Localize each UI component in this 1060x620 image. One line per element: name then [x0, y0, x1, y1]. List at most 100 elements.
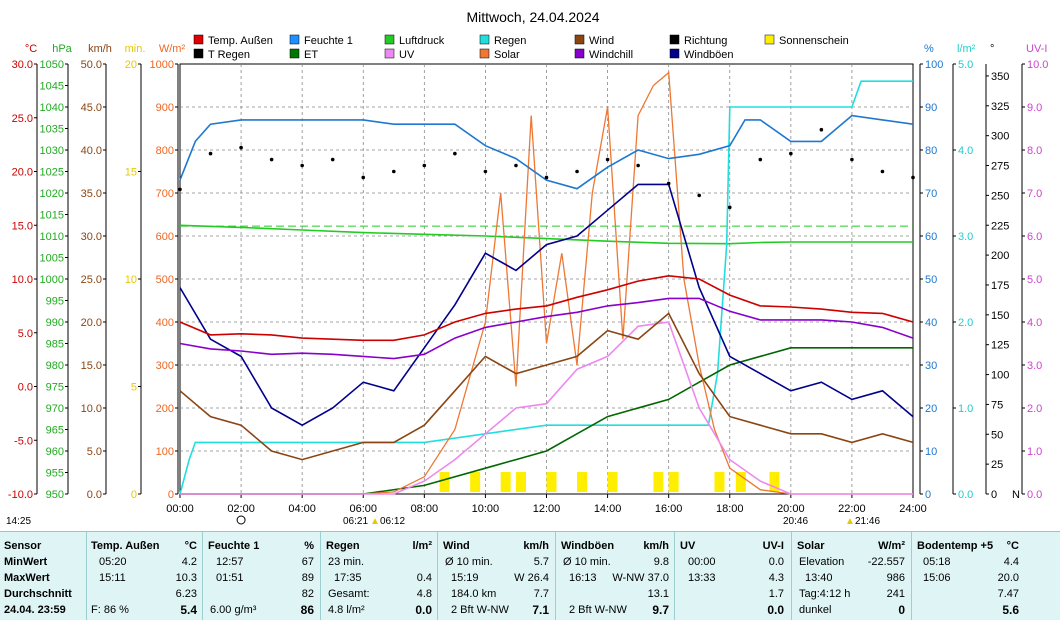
axis-tick-label: 50.0: [81, 59, 102, 71]
legend-label: Sonnenschein: [779, 35, 849, 47]
axis-tick-label: 990: [46, 317, 64, 329]
regen-max: 0.4: [416, 572, 432, 584]
axis-tick-label: 350: [991, 71, 1009, 83]
axis-tick-label: 1010: [40, 231, 64, 243]
legend-label: ET: [304, 49, 318, 61]
axis-tick-label: 325: [991, 101, 1009, 113]
legend-swatch: [574, 48, 585, 59]
series-solar: [180, 71, 913, 495]
axis-tick-label: 40: [925, 317, 937, 329]
stats-solar: Solar W/m² Elevation -22.557 13:40 986 T…: [797, 536, 905, 620]
legend-label: Luftdruck: [399, 35, 445, 47]
sunset2-time: 21:46: [855, 516, 880, 527]
axis-tick-label: 15.0: [12, 220, 33, 232]
axis-tick-label: 7.0: [1027, 188, 1042, 200]
point-richtung: [605, 157, 610, 162]
legend-label: Regen: [494, 35, 526, 47]
axis-tick-label: 0.0: [958, 489, 973, 501]
axis-unit: °: [990, 43, 994, 55]
temp-max: 10.3: [175, 572, 197, 584]
legend-swatch: [384, 48, 395, 59]
axis-unit: °C: [25, 43, 37, 55]
regen-max-time: 17:35: [334, 572, 362, 584]
axis-tick-label: 125: [991, 340, 1009, 352]
axis-tick-label: 0: [131, 489, 137, 501]
temp-min: 4.2: [181, 556, 197, 568]
axis-tick-label: 50: [991, 429, 1003, 441]
x-tick-label: 04:00: [288, 503, 316, 515]
wind-distance: 184.0 km: [451, 588, 497, 600]
bar-sonnenschein: [653, 472, 664, 492]
wind-current: 7.1: [532, 603, 549, 617]
regen-total-label: Gesamt:: [328, 588, 370, 600]
axis-tick-label: 10: [125, 274, 137, 286]
legend-swatch: [193, 48, 204, 59]
stats-boeen: Windböen km/h Ø 10 min. 9.8 16:13 W-NW 3…: [561, 536, 669, 620]
series-temp-au-en: [179, 274, 914, 342]
axis-tick-label: 985: [46, 339, 64, 351]
axis-tick-label: 0.0: [87, 489, 102, 501]
moon-icon: [236, 515, 246, 525]
axis-tick-label: 175: [991, 280, 1009, 292]
legend-swatch: [669, 48, 680, 59]
stats-boden-unit: °C: [1006, 540, 1019, 552]
axis-tick-label: 25.0: [12, 113, 33, 125]
x-tick-label: 22:00: [838, 503, 866, 515]
feuchte-avg: 82: [301, 588, 314, 600]
legend-label: Windböen: [684, 49, 734, 61]
series-windb-en: [179, 183, 914, 427]
stats-row-current: 24.04. 23:59: [4, 604, 66, 616]
point-richtung: [178, 187, 182, 192]
uv-max: 4.3: [768, 572, 784, 584]
axis-tick-label: 965: [46, 425, 64, 437]
stats-uv-unit: UV-I: [762, 540, 784, 552]
bar-sonnenschein: [500, 472, 511, 492]
feuchte-max: 89: [301, 572, 314, 584]
axis-unit: UV-I: [1026, 43, 1047, 55]
axis-tick-label: 500: [156, 274, 174, 286]
axis-tick-label: 35.0: [81, 188, 102, 200]
right-axes: % 0 10 20 30 40 50 60 70 80 90 100 l/m² 0.0 1.0 2.0 3.0 4…: [919, 43, 1048, 501]
axis-tick-label: 1.0: [958, 403, 973, 415]
axis-unit: %: [924, 43, 934, 55]
axis-tick-label: 20: [925, 403, 937, 415]
wind-day-avg: 7.7: [533, 588, 549, 600]
boden-max: 20.0: [997, 572, 1019, 584]
chart-title: Mittwoch, 24.04.2024: [466, 9, 599, 25]
stats-feuchte-header: Feuchte 1: [208, 540, 260, 552]
axis-tick-label: 100: [156, 446, 174, 458]
axis-tick-label: 6.0: [1027, 231, 1042, 243]
axis-tick-label: 9.0: [1027, 102, 1042, 114]
axis-unit: min.: [125, 43, 146, 55]
wind-bft: 2 Bft W-NW: [451, 604, 509, 616]
axis-unit: km/h: [88, 43, 112, 55]
point-richtung: [239, 145, 243, 150]
bar-sonnenschein: [515, 472, 526, 492]
legend-label: Feuchte 1: [304, 35, 353, 47]
stats-wind-unit: km/h: [523, 540, 549, 552]
solar-elevation-label: Elevation: [799, 556, 845, 568]
bar-sonnenschein: [735, 472, 746, 492]
feuchte-abs: 6.00 g/m³: [210, 604, 257, 616]
legend-swatch: [669, 34, 680, 45]
sunset-icon: ▲: [845, 516, 855, 527]
regen-current: 0.0: [415, 603, 432, 617]
x-tick-label: 20:00: [777, 503, 805, 515]
boden-current: 5.6: [1002, 603, 1019, 617]
axis-tick-label: 4.0: [1027, 317, 1042, 329]
axis-tick-label: 2.0: [958, 317, 973, 329]
chart-series: [178, 71, 915, 495]
wind-avg: 5.7: [533, 556, 549, 568]
stats-regen-header: Regen: [326, 540, 360, 552]
axis-tick-label: 45.0: [81, 102, 102, 114]
stats-wind-header: Wind: [443, 540, 470, 552]
axis-tick-label: 1035: [40, 124, 64, 136]
axis-tick-label: 8.0: [1027, 145, 1042, 157]
axis-tick-label: 800: [156, 145, 174, 157]
axis-zero-label: N: [1012, 489, 1020, 501]
boeen-day-avg: 13.1: [647, 588, 669, 600]
temp-current: 5.4: [180, 603, 197, 617]
bar-sonnenschein: [439, 472, 450, 492]
point-richtung: [422, 163, 427, 168]
axis-tick-label: 0.0: [18, 382, 33, 394]
